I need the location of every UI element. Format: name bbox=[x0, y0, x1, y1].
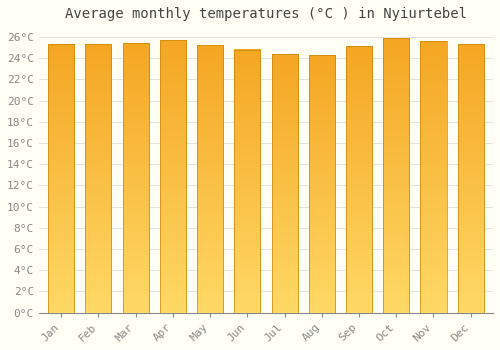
Bar bbox=[420, 41, 446, 313]
Bar bbox=[48, 44, 74, 313]
Bar bbox=[197, 46, 223, 313]
Bar bbox=[272, 54, 297, 313]
Bar bbox=[308, 55, 335, 313]
Bar bbox=[458, 44, 483, 313]
Bar bbox=[234, 50, 260, 313]
Bar bbox=[346, 47, 372, 313]
Bar bbox=[122, 43, 148, 313]
Bar bbox=[383, 38, 409, 313]
Bar bbox=[86, 44, 112, 313]
Bar bbox=[160, 40, 186, 313]
Title: Average monthly temperatures (°C ) in Nyiurtebel: Average monthly temperatures (°C ) in Ny… bbox=[65, 7, 467, 21]
